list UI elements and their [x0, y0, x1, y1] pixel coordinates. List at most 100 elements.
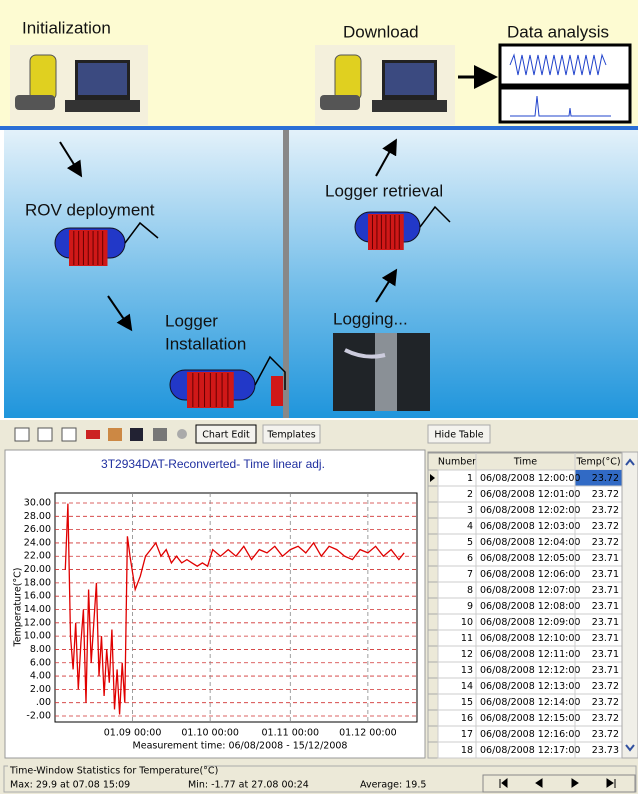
y-tick-label: 6.00 — [30, 657, 51, 668]
row-indicator — [428, 550, 438, 566]
table-cell: 23.71 — [592, 585, 619, 596]
logging-photo — [333, 333, 430, 411]
stat-average: Average: 19.5 — [360, 780, 426, 791]
x-tick-label: 01.09 00:00 — [104, 728, 162, 739]
table-cell: 23.72 — [592, 697, 619, 708]
y-tick-label: -2.00 — [26, 711, 51, 722]
x-tick-label: 01.11 00:00 — [262, 728, 320, 739]
table-cell: 10 — [461, 617, 473, 628]
y-tick-label: .00 — [36, 697, 51, 708]
table-cell: 3 — [467, 505, 473, 516]
y-tick-label: 10.00 — [24, 631, 51, 642]
label: Installation — [165, 334, 246, 353]
table-cell: 23.72 — [592, 521, 619, 532]
y-tick-label: 2.00 — [30, 684, 51, 695]
column-header: Number — [438, 457, 476, 468]
label: Initialization — [22, 18, 111, 37]
column-header: Temp(°C) — [575, 457, 620, 468]
table-cell: 23.73 — [592, 745, 619, 756]
label: Download — [343, 22, 419, 41]
screen: Initialization Download Data analysis RO… — [0, 0, 638, 794]
y-tick-label: 28.00 — [24, 511, 51, 522]
table-cell: 23.72 — [592, 505, 619, 516]
row-indicator — [428, 742, 438, 758]
table-cell: 23.71 — [592, 601, 619, 612]
table-cell: 23.72 — [592, 713, 619, 724]
init-image — [10, 45, 148, 125]
row-indicator — [428, 678, 438, 694]
button-label[interactable]: Hide Table — [434, 430, 483, 441]
row-indicator — [428, 582, 438, 598]
label: Data analysis — [507, 22, 609, 41]
y-tick-label: 30.00 — [24, 497, 51, 508]
label: ROV deployment — [25, 200, 155, 219]
table-cell: 11 — [461, 633, 473, 644]
table-cell: 06/08/2008 12:01:00 — [480, 489, 580, 500]
table-cell: 15 — [461, 697, 473, 708]
table-cell: 23.71 — [592, 633, 619, 644]
y-tick-label: 16.00 — [24, 591, 51, 602]
table-cell: 13 — [461, 665, 473, 676]
table-cell: 17 — [461, 729, 473, 740]
table-cell: 06/08/2008 12:15:00 — [480, 713, 580, 724]
x-axis-label: Measurement time: 06/08/2008 - 15/12/200… — [133, 741, 348, 752]
stat-max: Max: 29.9 at 07.08 15:09 — [10, 780, 130, 791]
scrollbar[interactable] — [622, 452, 638, 758]
label: Logger — [165, 311, 218, 330]
page: { "diagram": { "initialization": "Initia… — [0, 0, 638, 794]
table-cell: 06/08/2008 12:07:00 — [480, 585, 580, 596]
table-cell: 4 — [467, 521, 473, 532]
table-cell: 23.72 — [592, 537, 619, 548]
label: Logging... — [333, 309, 408, 328]
table-cell: 06/08/2008 12:12:00 — [480, 665, 580, 676]
table-cell: 5 — [467, 537, 473, 548]
table-cell: 06/08/2008 12:11:00 — [480, 649, 580, 660]
y-tick-label: 8.00 — [30, 644, 51, 655]
table-cell: 23.72 — [592, 473, 619, 484]
table-cell: 16 — [461, 713, 473, 724]
y-tick-label: 24.00 — [24, 537, 51, 548]
table-cell: 06/08/2008 12:03:00 — [480, 521, 580, 532]
row-indicator — [428, 598, 438, 614]
table-cell: 06/08/2008 12:10:00 — [480, 633, 580, 644]
x-tick-label: 01.12 00:00 — [339, 728, 397, 739]
row-indicator — [428, 614, 438, 630]
table-cell: 06/08/2008 12:13:00 — [480, 681, 580, 692]
row-indicator — [428, 726, 438, 742]
row-indicator — [428, 534, 438, 550]
table-cell: 7 — [467, 569, 473, 580]
y-tick-label: 20.00 — [24, 564, 51, 575]
table-cell: 8 — [467, 585, 473, 596]
table-cell: 06/08/2008 12:06:00 — [480, 569, 580, 580]
button-label[interactable]: Chart Edit — [202, 430, 250, 441]
row-indicator — [428, 566, 438, 582]
row-indicator — [428, 694, 438, 710]
table-cell: 23.72 — [592, 681, 619, 692]
table-cell: 1 — [467, 473, 473, 484]
table-cell: 12 — [461, 649, 473, 660]
y-tick-label: 12.00 — [24, 617, 51, 628]
table-cell: 23.71 — [592, 569, 619, 580]
table-cell: 2 — [467, 489, 473, 500]
analysis-thumbs — [500, 45, 630, 122]
row-indicator — [428, 630, 438, 646]
y-tick-label: 18.00 — [24, 577, 51, 588]
y-tick-label: 4.00 — [30, 671, 51, 682]
row-indicator — [428, 518, 438, 534]
y-axis-label: Temperature(°C) — [13, 568, 24, 648]
statistics-title: Time-Window Statistics for Temperature(°… — [9, 766, 218, 777]
x-tick-label: 01.10 00:00 — [181, 728, 239, 739]
table-cell: 14 — [461, 681, 473, 692]
table-cell: 23.71 — [592, 617, 619, 628]
table-cell: 06/08/2008 12:17:00 — [480, 745, 580, 756]
download-image — [315, 45, 455, 125]
row-indicator — [428, 646, 438, 662]
button-label[interactable]: Templates — [266, 430, 315, 441]
table-cell: 18 — [461, 745, 473, 756]
table-cell: 06/08/2008 12:08:00 — [480, 601, 580, 612]
table-cell: 23.71 — [592, 553, 619, 564]
logger-body — [271, 376, 283, 406]
table-cell: 23.72 — [592, 489, 619, 500]
divider — [0, 126, 638, 130]
table-cell: 06/08/2008 12:09:00 — [480, 617, 580, 628]
